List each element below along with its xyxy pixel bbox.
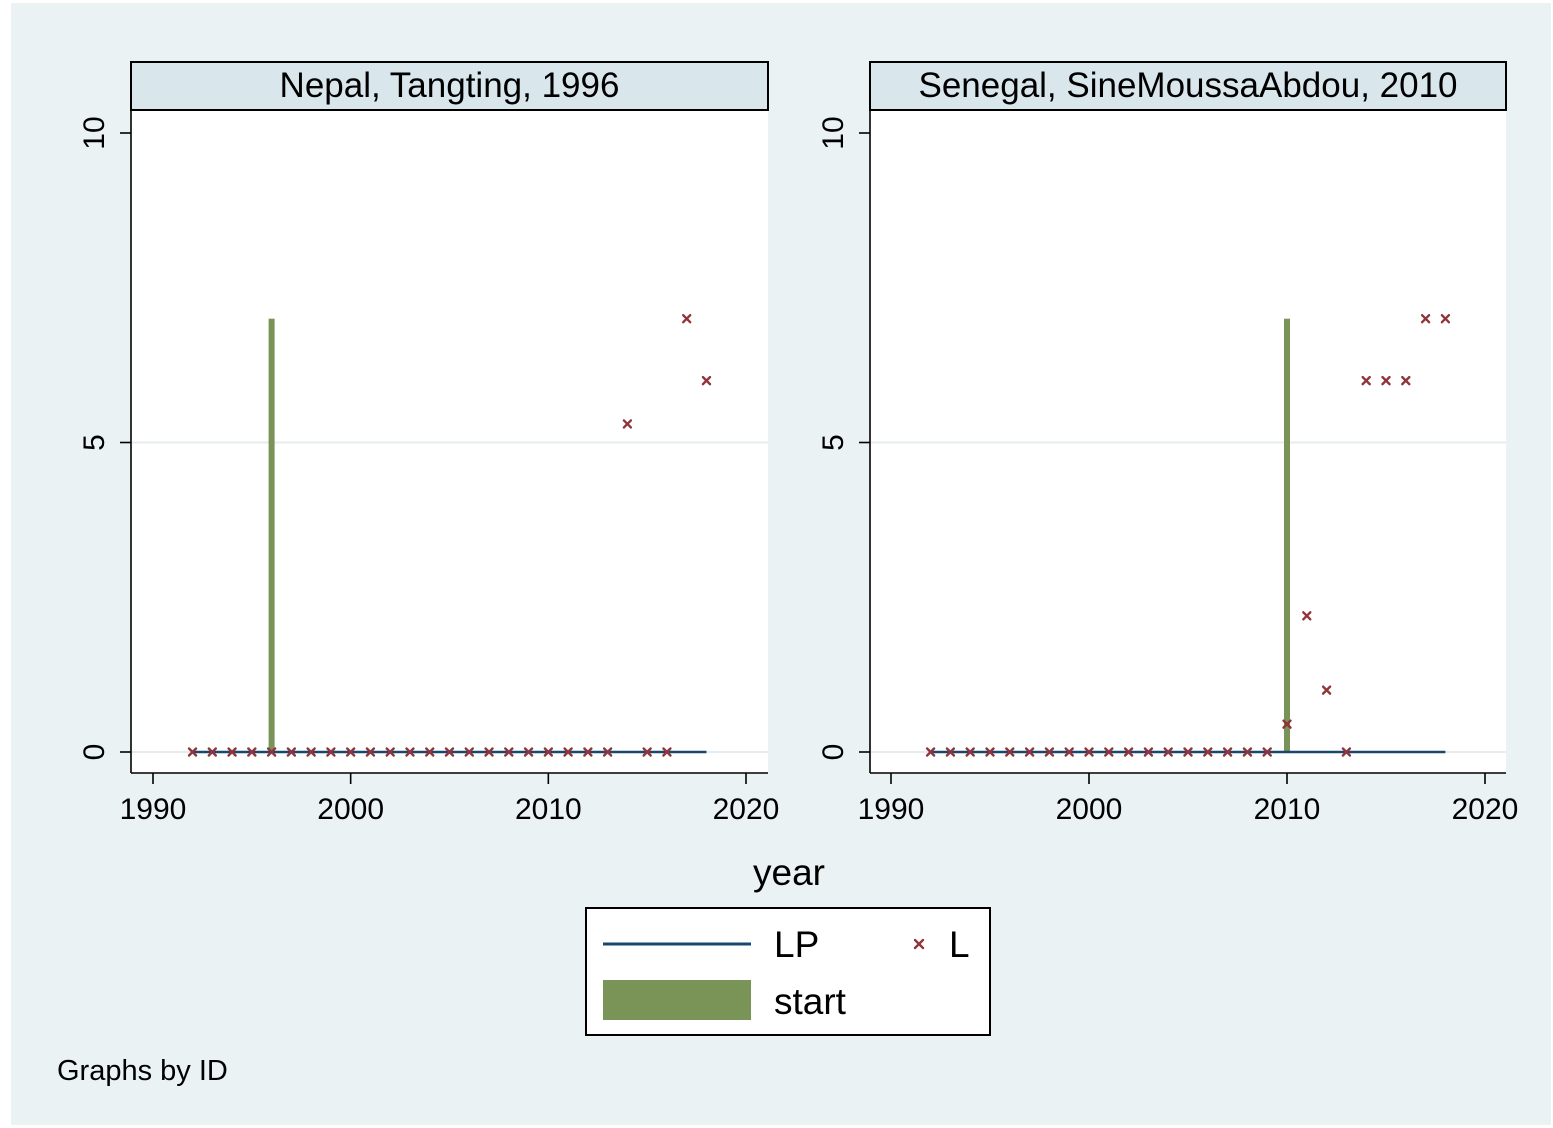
panel-senegal: Senegal, SineMoussaAbdou, 2010 0 5 10 1990 20… xyxy=(817,61,1519,826)
y-tick-label: 5 xyxy=(817,434,850,451)
x-axis-title: year xyxy=(753,852,825,893)
x-tick-label: 2000 xyxy=(1056,793,1123,826)
y-tick-label: 5 xyxy=(78,434,111,451)
y-tick-label: 0 xyxy=(817,744,850,761)
l-point xyxy=(1341,747,1352,757)
l-point xyxy=(1222,747,1233,757)
l-point xyxy=(965,747,975,757)
legend-start-bar-icon xyxy=(603,980,751,1020)
l-point xyxy=(207,747,218,757)
legend-l-marker xyxy=(913,938,925,950)
legend-l-label: L xyxy=(949,924,970,965)
l-point xyxy=(1163,747,1173,757)
l-point xyxy=(1420,314,1431,324)
l-point xyxy=(266,747,277,757)
x-tick-label: 2020 xyxy=(1452,793,1519,826)
start-bar xyxy=(1284,318,1290,752)
l-point xyxy=(1005,747,1015,757)
l-point xyxy=(365,747,376,757)
l-point xyxy=(286,747,297,757)
l-point xyxy=(1262,747,1272,757)
panel-title: Nepal, Tangting, 1996 xyxy=(280,66,620,105)
l-point xyxy=(662,747,672,757)
l-point xyxy=(425,747,435,757)
l-point xyxy=(187,747,198,757)
l-point xyxy=(1361,375,1371,386)
l-point xyxy=(1401,375,1411,386)
l-point xyxy=(1183,747,1193,757)
l-point xyxy=(484,747,494,757)
l-point xyxy=(1302,611,1312,621)
l-point xyxy=(1084,747,1094,757)
l-point xyxy=(247,747,257,757)
l-point xyxy=(945,747,956,757)
x-tick-label: 1990 xyxy=(858,793,925,826)
l-point xyxy=(1024,747,1035,757)
l-point xyxy=(345,747,356,757)
l-point xyxy=(306,747,316,757)
l-point xyxy=(602,747,613,757)
panel-title: Senegal, SineMoussaAbdou, 2010 xyxy=(918,66,1457,105)
x-tick-label: 2010 xyxy=(515,793,582,826)
l-point xyxy=(1242,747,1253,757)
l-point xyxy=(1143,747,1154,757)
l-point xyxy=(622,419,633,429)
x-tick-label: 1990 xyxy=(120,793,187,826)
y-tick-label: 10 xyxy=(817,116,850,149)
l-point xyxy=(1282,719,1292,729)
legend-l-x-icon xyxy=(913,938,925,950)
l-point xyxy=(1104,747,1114,757)
l-point xyxy=(227,747,237,757)
legend: LP L start xyxy=(585,907,991,1036)
l-point xyxy=(1203,747,1213,757)
l-point xyxy=(326,747,336,757)
l-point xyxy=(925,747,936,757)
start-bar xyxy=(268,318,275,752)
x-tick-label: 2000 xyxy=(317,793,384,826)
l-point xyxy=(1123,747,1134,757)
l-point xyxy=(444,747,455,757)
note-graphs-by: Graphs by ID xyxy=(57,1055,228,1087)
x-tick-label: 2010 xyxy=(1254,793,1321,826)
x-tick-label: 2020 xyxy=(713,793,780,826)
legend-lp-label: LP xyxy=(774,924,819,965)
panel-title-strip xyxy=(869,61,1507,111)
l-point xyxy=(464,747,474,757)
l-point xyxy=(405,747,415,757)
l-point xyxy=(985,747,995,757)
l-point xyxy=(1044,747,1055,757)
l-point xyxy=(1440,314,1451,324)
l-point xyxy=(543,747,554,757)
l-point xyxy=(504,747,514,757)
l-point xyxy=(682,314,692,324)
l-point xyxy=(1064,747,1074,757)
l-point xyxy=(583,747,593,757)
l-point xyxy=(1381,375,1391,386)
l-point xyxy=(701,375,712,386)
y-tick-label: 0 xyxy=(78,744,111,761)
l-point xyxy=(523,747,534,757)
l-point xyxy=(563,747,573,757)
l-point xyxy=(642,747,652,757)
panel-nepal: Nepal, Tangting, 1996 0 5 10 1990 2000 2010 202… xyxy=(78,61,780,826)
l-point xyxy=(1321,685,1332,695)
y-tick-label: 10 xyxy=(78,116,111,149)
l-point xyxy=(385,747,395,757)
legend-start-label: start xyxy=(774,981,847,1022)
panel-title-strip xyxy=(130,61,769,111)
